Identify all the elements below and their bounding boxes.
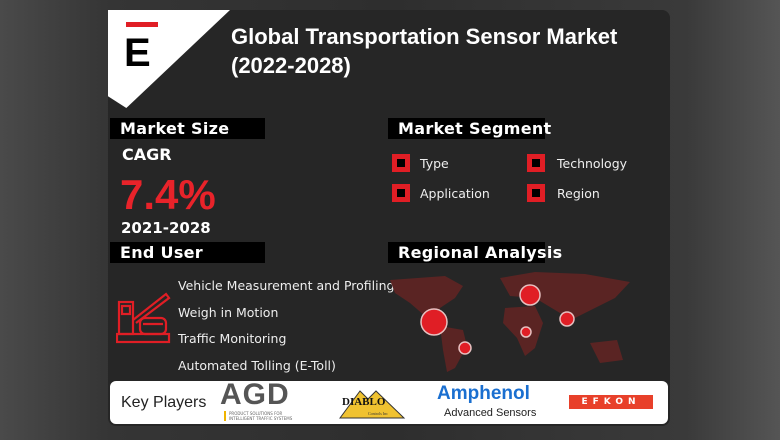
page-title: Global Transportation Sensor Market (202… [231,24,618,78]
market-segment-header: Market Segment [388,118,551,139]
segment-type: Type [420,156,449,171]
region-marker-africa [520,326,532,338]
diablo-logo-text: DIABLO [342,396,386,408]
diablo-logo [339,390,406,419]
cagr-label: CAGR [122,145,172,164]
region-marker-north-america [420,308,448,336]
regional-analysis-header: Regional Analysis [388,242,562,263]
segment-application: Application [420,186,490,201]
market-size-header: Market Size [110,118,265,139]
bullet-icon [392,154,410,172]
cagr-value: 7.4% [120,171,216,218]
amphenol-subtext: Advanced Sensors [444,407,537,419]
end-user-header: End User [110,242,265,263]
efkon-logo: EFKON [569,395,653,409]
bullet-icon [527,154,545,172]
end-user-item: Vehicle Measurement and Profiling [178,278,395,293]
end-user-item: Automated Tolling (E-Toll) [178,358,336,373]
toll-booth-icon [116,292,171,344]
segment-region: Region [557,186,600,201]
region-marker-south-america [458,341,472,355]
agd-logo: AGD [220,378,290,411]
region-marker-asia [559,311,575,327]
infographic-card [108,10,670,426]
region-marker-europe [519,284,541,306]
key-players-bar: Key Players AGD PRODUCT SOLUTIONS FOR INT… [110,378,668,424]
end-user-item: Traffic Monitoring [178,331,287,346]
world-map-icon [390,272,630,372]
segment-technology: Technology [557,156,628,171]
agd-tagline: PRODUCT SOLUTIONS FOR INTELLIGENT TRAFFIC… [224,411,292,421]
bullet-icon [527,184,545,202]
bullet-icon [392,184,410,202]
cagr-period: 2021-2028 [121,219,211,237]
diablo-logo-subtext: Controls Inc [368,411,388,416]
key-players-label: Key Players [121,394,207,411]
amphenol-logo: Amphenol [437,383,530,404]
end-user-item: Weigh in Motion [178,305,279,320]
